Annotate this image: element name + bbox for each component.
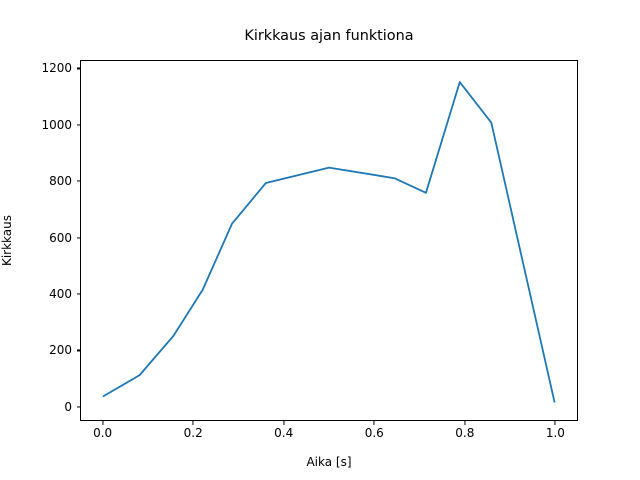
x-tick-mark <box>283 421 285 425</box>
y-tick-mark <box>76 349 80 352</box>
x-tick-label: 1.0 <box>545 426 565 440</box>
x-tick-mark <box>192 421 194 425</box>
y-tick-label: 400 <box>49 287 72 302</box>
y-tick-mark <box>76 124 80 126</box>
brightness-line-series <box>102 81 556 403</box>
x-tick-mark <box>373 421 375 425</box>
x-tick-label: 0.0 <box>93 426 113 440</box>
y-tick-label: 1000 <box>41 117 72 132</box>
y-tick-mark <box>76 237 80 239</box>
chart-title: Kirkkaus ajan funktiona <box>244 28 414 44</box>
y-tick-mark <box>76 406 80 408</box>
y-tick-mark <box>76 180 80 182</box>
x-tick-mark <box>464 421 466 425</box>
x-axis-label: Aika [s] <box>306 455 352 469</box>
x-tick-mark <box>554 421 556 425</box>
y-axis-label: Kirkkaus <box>0 214 14 267</box>
y-tick-mark <box>76 293 80 295</box>
plot-area <box>80 60 578 421</box>
y-tick-label: 600 <box>49 230 72 245</box>
x-tick-label: 0.2 <box>183 426 203 440</box>
y-tick-label: 1200 <box>41 61 72 76</box>
y-tick-label: 200 <box>49 343 72 358</box>
y-tick-label: 0 <box>64 399 72 414</box>
x-tick-mark <box>102 421 104 425</box>
y-tick-label: 800 <box>49 174 72 189</box>
x-tick-label: 0.4 <box>274 426 294 440</box>
x-tick-label: 0.8 <box>455 426 475 440</box>
data-line-svg <box>102 81 556 403</box>
x-tick-label: 0.6 <box>364 426 384 440</box>
y-tick-mark <box>76 67 80 69</box>
